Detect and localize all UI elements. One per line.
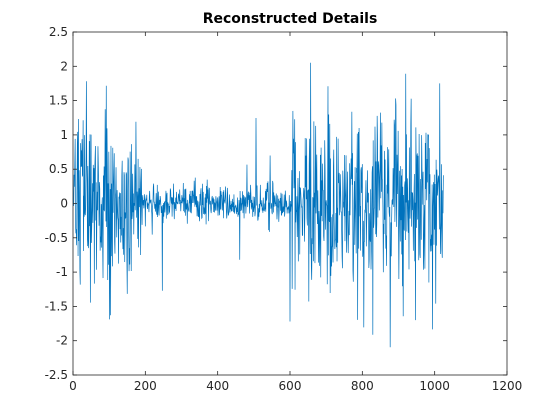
x-tick-label: 1000: [419, 379, 450, 393]
x-tick-label: 600: [279, 379, 302, 393]
signal-layer: [73, 62, 444, 348]
y-tick-label: 1: [60, 128, 68, 142]
y-tick-label: -1: [56, 265, 68, 279]
x-tick-label: 1200: [492, 379, 523, 393]
y-tick-label: -2: [56, 334, 68, 348]
y-tick-label: -1.5: [45, 299, 68, 313]
y-tick-label: 0.5: [49, 162, 68, 176]
y-tick-label: -2.5: [45, 368, 68, 382]
x-tick-label: 800: [351, 379, 374, 393]
x-tick-label: 200: [134, 379, 157, 393]
x-tick-label: 400: [206, 379, 229, 393]
chart-title: Reconstructed Details: [203, 11, 378, 27]
y-tick-label: 2: [60, 59, 68, 73]
y-tick-label: 0: [60, 197, 68, 211]
y-tick-label: -0.5: [45, 231, 68, 245]
y-tick-label: 1.5: [49, 94, 68, 108]
x-axis-ticks: 0 200 400 600 800 1000 1200: [69, 32, 522, 393]
signal-series-line: [73, 62, 444, 348]
x-tick-label: 0: [69, 379, 77, 393]
y-axis-ticks: -2.5 -2 -1.5 -1 -0.5 0 0.5 1 1.5 2 2.5: [45, 25, 507, 382]
y-tick-label: 2.5: [49, 25, 68, 39]
